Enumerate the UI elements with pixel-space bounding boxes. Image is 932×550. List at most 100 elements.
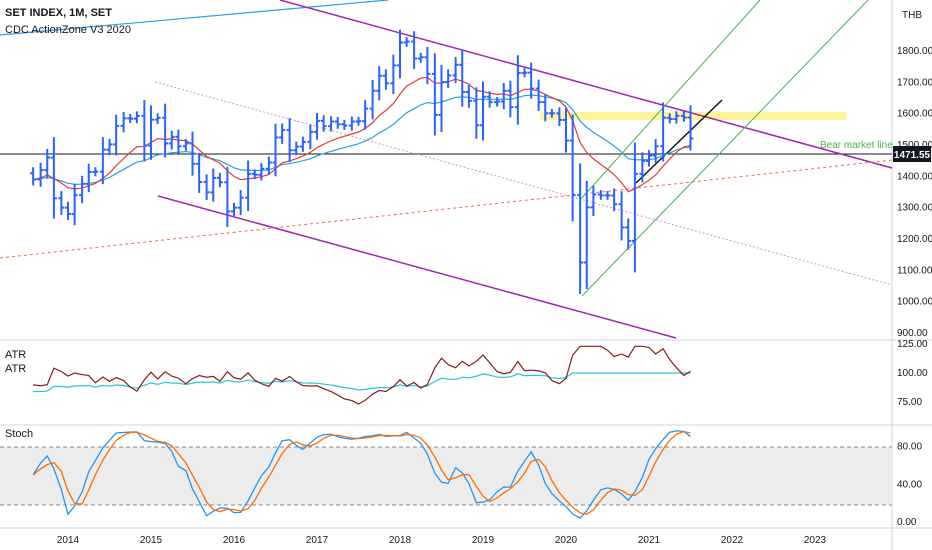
time-tick-label: 2016: [223, 535, 246, 546]
price-tick-label: 1200.00: [897, 234, 932, 245]
ohlc-bar: [480, 81, 486, 141]
ohlc-bar: [237, 190, 244, 216]
ohlc-bar: [680, 111, 687, 122]
ohlc-bar: [618, 191, 625, 241]
ohlc-bar: [348, 116, 355, 131]
ohlc-bar: [652, 139, 659, 163]
ohlc-bar: [535, 79, 542, 112]
time-tick-label: 2019: [472, 535, 495, 546]
ohlc-bar: [486, 91, 493, 108]
ohlc-bar: [459, 50, 466, 107]
price-tick-label: 1500.00: [897, 140, 932, 151]
time-axis: 2014 2015 2016 2017 2018 2019 2020 2021 2022 2023: [57, 535, 827, 546]
ohlc-bar: [258, 163, 265, 181]
price-axis: 900.00 1000.00 1100.00 1200.00 1300.00 1400.0…: [897, 46, 932, 339]
ohlc-bar: [92, 167, 99, 177]
chart-title: SET INDEX, 1M, SET: [5, 7, 112, 19]
ohlc-bar: [251, 169, 258, 180]
ohlc-bar: [548, 108, 555, 118]
ohlc-bar: [625, 218, 632, 250]
bear-market-line-label: Bear market line: [820, 140, 893, 151]
ohlc-bar: [148, 105, 154, 160]
ohlc-bar: [113, 114, 120, 156]
ohlc-bar: [417, 52, 424, 63]
ohlc-bar: [265, 156, 272, 175]
price-tick-label: 1700.00: [897, 77, 932, 88]
ohlc-bar: [334, 117, 341, 129]
long-term-support-line: [0, 159, 893, 259]
ohlc-bar: [660, 102, 667, 162]
ohlc-bar: [473, 87, 480, 139]
time-tick-label: 2014: [57, 535, 80, 546]
middle-channel-line: [154, 81, 893, 286]
ohlc-bar: [203, 174, 210, 200]
ohlc-bar: [133, 111, 140, 124]
price-tick-label: 1400.00: [897, 171, 932, 182]
time-tick-label: 2023: [804, 535, 827, 546]
lower-channel-line: [157, 195, 677, 339]
ohlc-bar: [320, 115, 327, 132]
ohlc-bar: [646, 150, 652, 167]
ohlc-bar: [569, 114, 576, 222]
resistance-zone: [540, 112, 846, 120]
bear-market-line: [279, 0, 893, 169]
atr-tick-label: 75.00: [897, 397, 922, 408]
ohlc-bar: [106, 138, 113, 156]
ohlc-bar: [556, 107, 563, 126]
ohlc-bar: [521, 68, 528, 78]
ohlc-bar: [196, 152, 203, 193]
ohlc-bar: [44, 148, 51, 179]
ohlc-bar: [37, 162, 44, 187]
ohlc-bar: [494, 97, 501, 107]
ema-fast-line: [33, 76, 691, 193]
ohlc-bar: [431, 53, 438, 136]
ohlc-bar: [376, 66, 383, 101]
atr-fast-line: [33, 345, 691, 405]
atr-axis: 75.00 100.00 125.00: [897, 339, 928, 408]
upper-blue-trendline: [0, 0, 389, 36]
last-price-label: 1471.55: [894, 150, 931, 161]
ohlc-bar: [127, 113, 134, 124]
ohlc-bar: [99, 137, 106, 185]
stoch-axis: 0.00 40.00 80.00: [897, 442, 922, 529]
ohlc-bar: [528, 62, 535, 99]
ohlc-bar: [597, 190, 604, 200]
ohlc-bar: [314, 112, 320, 140]
price-tick-label: 1800.00: [897, 46, 932, 57]
ohlc-bar: [666, 113, 673, 124]
atr-legend-1: ATR: [5, 349, 27, 361]
time-tick-label: 2015: [140, 535, 163, 546]
currency-label: THB: [902, 10, 922, 21]
ohlc-bar: [355, 116, 362, 126]
atr-legend-2: ATR: [5, 363, 27, 375]
time-tick-label: 2022: [721, 535, 744, 546]
atr-tick-label: 100.00: [897, 368, 928, 379]
ohlc-bar: [604, 191, 611, 200]
ohlc-bar: [362, 100, 369, 130]
stoch-k-line: [32, 430, 691, 520]
ohlc-bar: [445, 69, 452, 89]
ohlc-bar: [175, 129, 182, 154]
ohlc-bar: [30, 167, 37, 186]
ohlc-bar: [590, 185, 597, 217]
ohlc-bar: [299, 136, 306, 152]
time-tick-label: 2018: [389, 535, 412, 546]
ohlc-bar: [397, 29, 403, 79]
time-tick-label: 2020: [555, 535, 578, 546]
ohlc-bars: [30, 29, 694, 295]
ohlc-bar: [583, 180, 590, 289]
ohlc-bar: [272, 123, 279, 177]
ohlc-bar: [141, 100, 148, 162]
ohlc-bar: [611, 188, 618, 212]
ohlc-bar: [50, 137, 57, 219]
last-price-badge: [893, 146, 931, 162]
short-term-uptrend-line: [635, 99, 723, 184]
ohlc-bar: [71, 183, 78, 226]
ohlc-bar: [639, 152, 646, 183]
ohlc-bar: [85, 163, 92, 193]
ohlc-bar: [673, 111, 680, 124]
ohlc-bar: [631, 142, 638, 273]
ohlc-bar: [286, 118, 293, 163]
indicator-name: CDC ActionZone V3 2020: [5, 24, 131, 36]
